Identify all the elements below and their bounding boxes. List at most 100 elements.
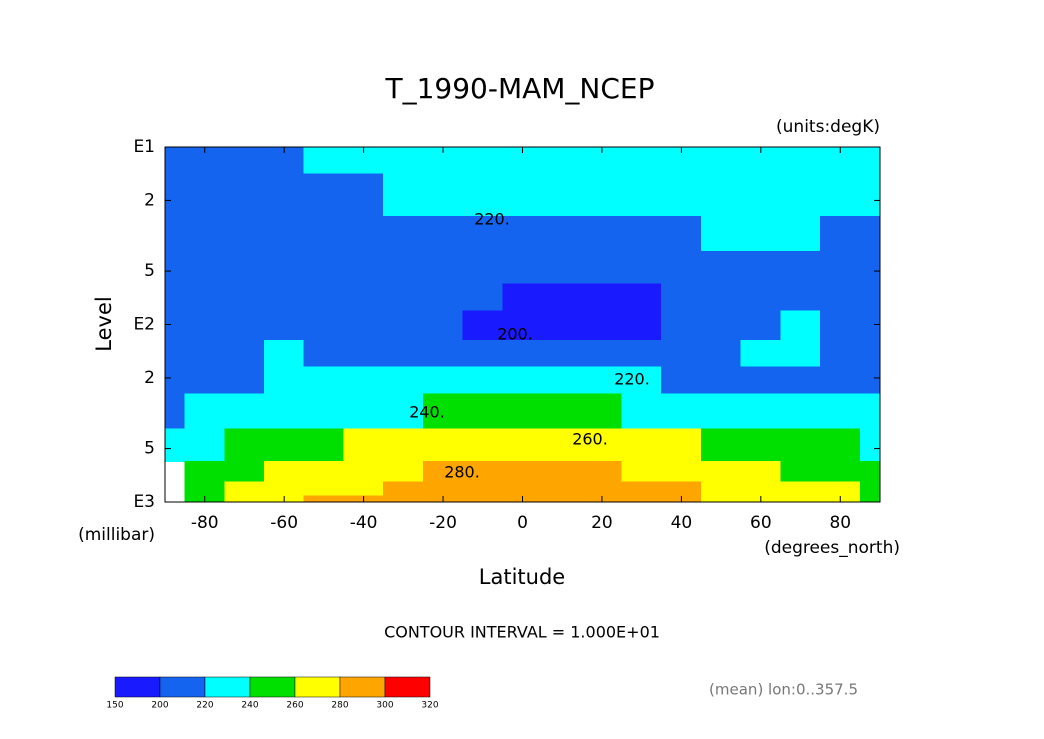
contour-cell <box>661 339 702 368</box>
contour-cell <box>343 215 384 252</box>
contour-cell <box>621 173 662 217</box>
contour-cell <box>621 251 662 285</box>
contour-cell <box>383 393 424 430</box>
contour-cell <box>820 173 861 217</box>
colorbar-label: 240 <box>241 701 258 711</box>
contour-cell <box>184 310 225 341</box>
contour-cell <box>581 339 623 368</box>
contour-cell <box>462 173 503 217</box>
contour-cell <box>621 393 662 430</box>
contour-cell <box>264 461 305 483</box>
contour-cell <box>621 339 662 368</box>
contour-cell <box>184 428 225 462</box>
contour-cell <box>343 173 384 217</box>
contour-cell <box>303 146 345 175</box>
y-tick-label: E3 <box>133 492 155 512</box>
contour-cell <box>422 215 464 252</box>
contour-cell <box>422 173 464 217</box>
contour-cell <box>542 251 583 285</box>
x-tick-label: -20 <box>429 513 457 533</box>
contour-cell <box>502 339 543 368</box>
contour-cell <box>164 339 186 368</box>
contour-cell <box>820 461 861 483</box>
contour-cell <box>462 251 503 285</box>
colorbar-segment <box>339 676 386 698</box>
contour-cell <box>740 393 781 430</box>
contour-cell <box>383 251 424 285</box>
contour-cell <box>422 366 464 394</box>
contour-cell <box>502 283 543 312</box>
contour-cell <box>184 173 225 217</box>
colorbar-segment <box>249 676 296 698</box>
colorbar-label: 280 <box>331 701 348 711</box>
contour-cell <box>740 481 781 497</box>
contour-cell <box>621 461 662 483</box>
y-tick-label: 5 <box>144 439 155 459</box>
footer-text: CONTOUR INTERVAL = 1.000E+01 <box>384 623 660 642</box>
contour-cell <box>383 146 424 175</box>
contour-cell <box>661 310 702 341</box>
colorbar-segment <box>114 676 161 698</box>
contour-label: 260. <box>572 430 608 449</box>
contour-cell <box>303 339 345 368</box>
contour-cell <box>343 428 384 462</box>
contour-cell <box>343 251 384 285</box>
contour-cell <box>820 428 861 462</box>
contour-cell <box>164 215 186 252</box>
contour-cell <box>780 481 821 497</box>
contour-cell <box>820 366 861 394</box>
contour-cell <box>740 339 781 368</box>
contour-cell <box>621 481 662 497</box>
colorbar-segment <box>384 676 431 698</box>
y-tick-label: 2 <box>144 190 155 210</box>
colorbar-segment <box>204 676 251 698</box>
contour-cell <box>820 251 861 285</box>
contour-cell <box>700 393 742 430</box>
contour-cell <box>224 283 265 312</box>
contour-cell <box>462 428 503 462</box>
contour-cell <box>383 283 424 312</box>
contour-cell <box>224 495 265 503</box>
contour-cell <box>740 283 781 312</box>
contour-cell <box>303 215 345 252</box>
contour-cell <box>820 481 861 497</box>
contour-cell <box>700 461 742 483</box>
x-axis-label: Latitude <box>479 565 565 589</box>
contour-label: 220. <box>614 370 650 389</box>
contour-cell <box>383 461 424 483</box>
contour-cell <box>422 310 464 341</box>
contour-cell <box>383 339 424 368</box>
colorbar-label: 150 <box>106 701 123 711</box>
contour-cell <box>542 283 583 312</box>
contour-cell <box>343 481 384 497</box>
contour-cell <box>343 283 384 312</box>
x-tick-label: 40 <box>671 513 693 533</box>
contour-cell <box>224 428 265 462</box>
contour-cell <box>780 339 821 368</box>
colorbar-label: 300 <box>376 701 393 711</box>
contour-cell <box>422 428 464 462</box>
contour-cell <box>820 215 861 252</box>
contour-cell <box>502 251 543 285</box>
colorbar-label: 320 <box>421 701 438 711</box>
colorbar-label: 260 <box>286 701 303 711</box>
contour-cell <box>542 215 583 252</box>
contour-cell <box>780 146 821 175</box>
contour-cell <box>164 366 186 394</box>
contour-cell <box>661 366 702 394</box>
contour-cell <box>462 310 503 341</box>
contour-cell <box>700 283 742 312</box>
contour-cell <box>859 393 881 430</box>
contour-cell <box>184 251 225 285</box>
contour-cell <box>661 215 702 252</box>
contour-cell <box>264 173 305 217</box>
contour-cell <box>542 146 583 175</box>
contour-cell <box>780 495 821 503</box>
contour-cell <box>383 173 424 217</box>
contour-cell <box>343 393 384 430</box>
y-unit-label: (millibar) <box>78 525 155 545</box>
contour-cell <box>859 366 881 394</box>
contour-cell <box>780 393 821 430</box>
contour-cell <box>164 146 186 175</box>
contour-cell <box>383 495 424 503</box>
